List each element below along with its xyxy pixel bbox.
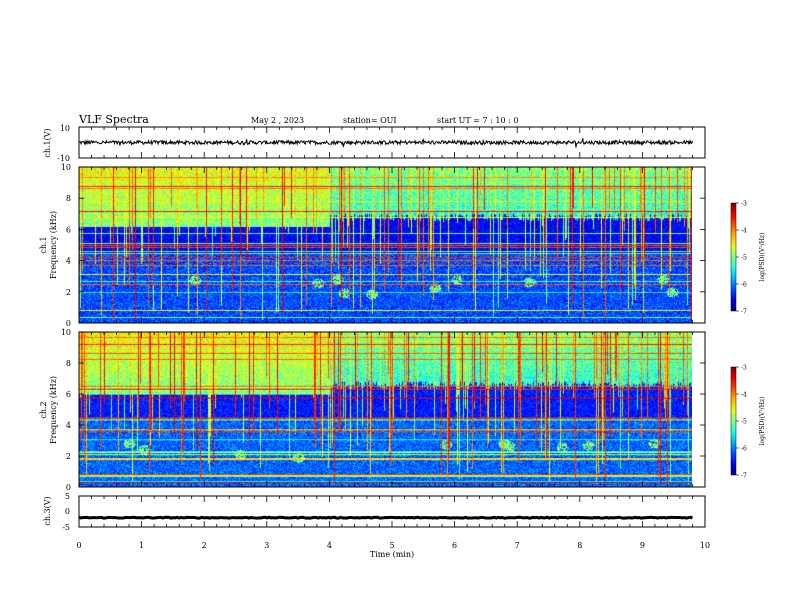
time-tick-label: 6 <box>452 541 457 550</box>
frequency-tick-label: 8 <box>66 359 71 368</box>
time-tick-label: 0 <box>76 541 81 550</box>
frequency-tick-label: 10 <box>61 163 71 172</box>
colorbar-tick-label: -5 <box>741 419 747 426</box>
ch2-spec-time-ticks <box>78 332 706 487</box>
colorbar-tick-label: -6 <box>741 282 747 289</box>
frequency-tick-label: 4 <box>66 257 71 266</box>
time-axis-label: Time (min) <box>370 550 414 559</box>
frequency-tick-label: 10 <box>61 328 71 337</box>
colorbar-tick-label: -3 <box>741 201 747 208</box>
ch3-ytick-bottom: -5 <box>62 523 70 532</box>
ch1-ylabel: ch.1(V) <box>43 128 52 157</box>
frequency-tick-label: 0 <box>66 319 71 328</box>
time-tick-label: 1 <box>139 541 144 550</box>
ch3-ylabel: ch.3(V) <box>43 496 52 525</box>
ch1-ytick-top: 10 <box>60 124 70 133</box>
ch1-spec-channel-label: ch.1 <box>39 236 48 253</box>
time-axis-tick-labels: 0 1 2 3 4 5 6 7 8 9 10 <box>76 541 710 550</box>
colorbar-tick-label: -3 <box>741 365 747 372</box>
frequency-tick-label: 6 <box>66 225 71 234</box>
frequency-tick-label: 2 <box>66 452 71 461</box>
start-time-label: start UT = 7 : 10 : 0 <box>437 116 518 125</box>
time-tick-label: 10 <box>700 541 710 550</box>
date-label: May 2 , 2023 <box>251 116 304 125</box>
frequency-tick-label: 8 <box>66 194 71 203</box>
ch2-colorbar: -3 -4 -5 -6 -7 log(PSD)(V²/Hz) <box>730 365 766 480</box>
ch1-colorbar-ticks: -3 -4 -5 -6 -7 <box>736 201 747 316</box>
colorbar-tick-label: -4 <box>741 228 747 235</box>
time-tick-label: 8 <box>577 541 582 550</box>
ch2-colorbar-label: log(PSD)(V²/Hz) <box>759 397 766 446</box>
time-tick-label: 4 <box>327 541 332 550</box>
station-label: station= OUI <box>343 116 397 125</box>
ch2-colorbar-ticks: -3 -4 -5 -6 -7 <box>736 365 747 480</box>
figure-title: VLF Spectra <box>78 113 149 126</box>
frequency-tick-label: 2 <box>66 288 71 297</box>
ch3-ytick-top: 5 <box>65 492 70 501</box>
ch2-spectrogram-image <box>79 332 692 487</box>
ch1-spec-ylabel: Frequency (kHz) <box>49 211 58 279</box>
ch1-frequency-ticks: 0 2 4 6 8 10 <box>61 163 705 328</box>
colorbar-tick-label: -7 <box>741 473 747 480</box>
colorbar-tick-label: -7 <box>741 309 747 316</box>
time-tick-label: 2 <box>202 541 207 550</box>
ch1-ytick-bottom: -10 <box>57 154 70 163</box>
ch1-spec-time-ticks <box>78 167 706 323</box>
ch2-spec-channel-label: ch.2 <box>39 401 48 418</box>
frequency-tick-label: 4 <box>66 421 71 430</box>
ch1-spectrogram-panel: 0 2 4 6 8 10 ch.1 Frequency (kHz) <box>39 163 706 328</box>
time-tick-label: 7 <box>515 541 520 550</box>
ch1-colorbar-label: log(PSD)(V²/Hz) <box>759 233 766 282</box>
colorbar-tick-label: -4 <box>741 392 747 399</box>
ch3-ytick-mid: 0 <box>65 507 70 516</box>
ch1-spectrogram-image <box>79 167 692 323</box>
time-tick-label: 3 <box>264 541 269 550</box>
ch2-spectrogram-panel: 0 2 4 6 8 10 ch.2 Frequency (kHz) <box>39 328 706 492</box>
colorbar-tick-label: -6 <box>741 446 747 453</box>
ch1-time-ticks <box>78 127 706 158</box>
colorbar-tick-label: -5 <box>741 255 747 262</box>
ch2-spec-ylabel: Frequency (kHz) <box>49 376 58 444</box>
ch3-waveform-panel: 5 0 -5 ch.3(V) 0 1 2 3 4 5 6 7 8 9 10 Time (min) <box>43 492 710 559</box>
ch2-frequency-ticks: 0 2 4 6 8 10 <box>61 328 705 492</box>
ch1-colorbar: -3 -4 -5 -6 -7 log(PSD)(V²/Hz) <box>730 201 766 316</box>
frequency-tick-label: 6 <box>66 390 71 399</box>
time-tick-label: 5 <box>389 541 394 550</box>
ch3-time-ticks <box>78 496 706 527</box>
ch1-waveform-panel: 10 -10 ch.1(V) <box>43 124 706 163</box>
time-tick-label: 9 <box>640 541 645 550</box>
ch1-trace <box>78 137 693 149</box>
ch3-trace <box>78 515 693 520</box>
frequency-tick-label: 0 <box>66 483 71 492</box>
